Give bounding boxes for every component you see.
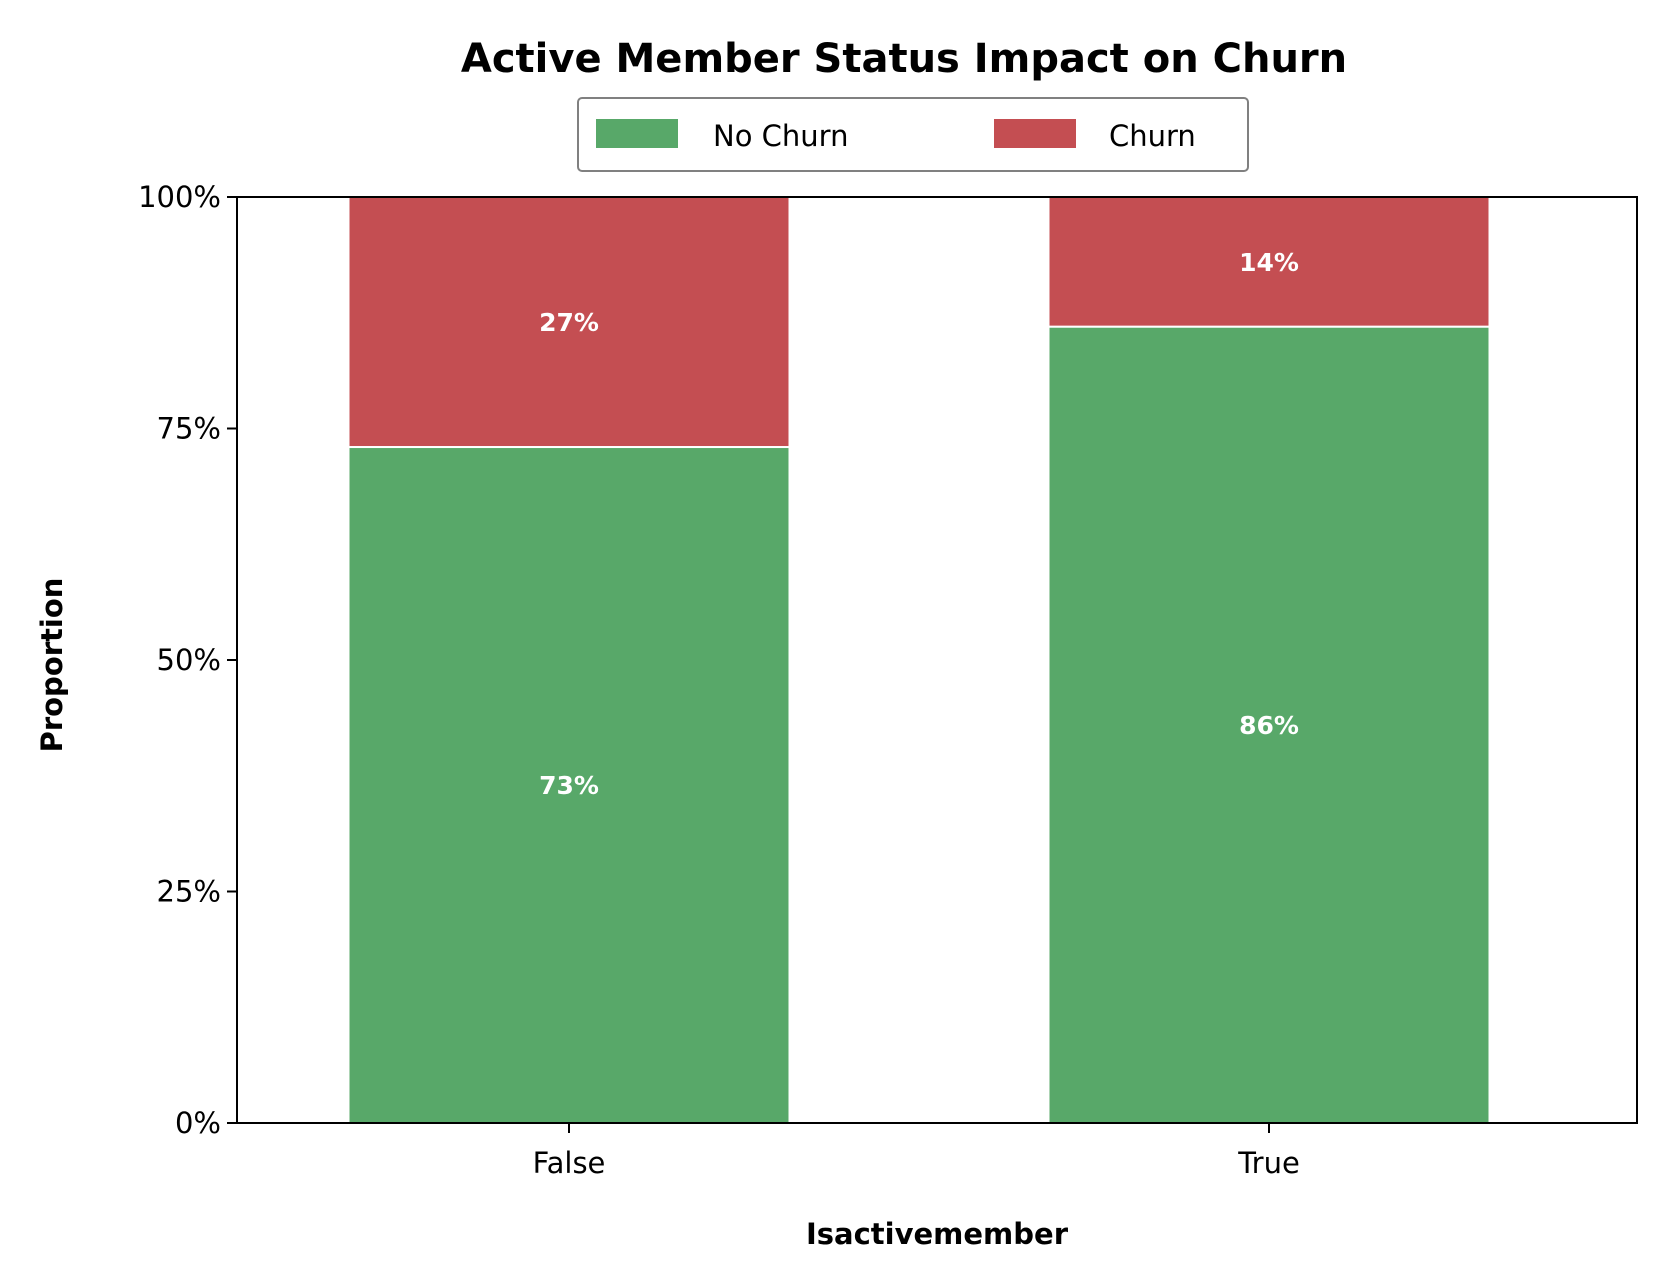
legend-label-churn: Churn <box>1109 119 1196 153</box>
y-tick-label: 50% <box>157 643 221 677</box>
y-axis: 0% 25% 50% 75% 100% <box>138 180 237 1140</box>
data-label-no-churn-true: 86% <box>1239 711 1299 740</box>
x-axis: False True <box>533 1123 1300 1180</box>
bar-no-churn-true <box>1047 325 1491 1124</box>
bars <box>347 196 1491 1124</box>
data-label-no-churn-false: 73% <box>539 771 599 800</box>
x-tick-label: True <box>1237 1146 1300 1180</box>
y-tick-label: 75% <box>157 412 221 446</box>
legend-swatch-no-churn <box>596 119 678 148</box>
legend-frame <box>577 97 1249 172</box>
chart-title: Active Member Status Impact on Churn <box>461 36 1347 82</box>
x-axis-label: Isactivemember <box>806 1217 1069 1251</box>
bar-churn-true <box>1047 196 1491 328</box>
y-tick-label: 25% <box>157 875 221 909</box>
bar-no-churn-false <box>347 446 791 1124</box>
data-label-churn-false: 27% <box>539 308 599 337</box>
x-tick-label: False <box>533 1146 606 1180</box>
legend: No Churn Churn <box>577 97 1249 172</box>
legend-label-no-churn: No Churn <box>713 119 848 153</box>
data-labels: 73% 27% 86% 14% <box>539 248 1299 800</box>
legend-swatch-churn <box>994 119 1076 148</box>
y-tick-label: 0% <box>175 1106 221 1140</box>
y-tick-label: 100% <box>138 180 221 214</box>
y-axis-label: Proportion <box>35 578 69 753</box>
data-label-churn-true: 14% <box>1239 248 1299 277</box>
